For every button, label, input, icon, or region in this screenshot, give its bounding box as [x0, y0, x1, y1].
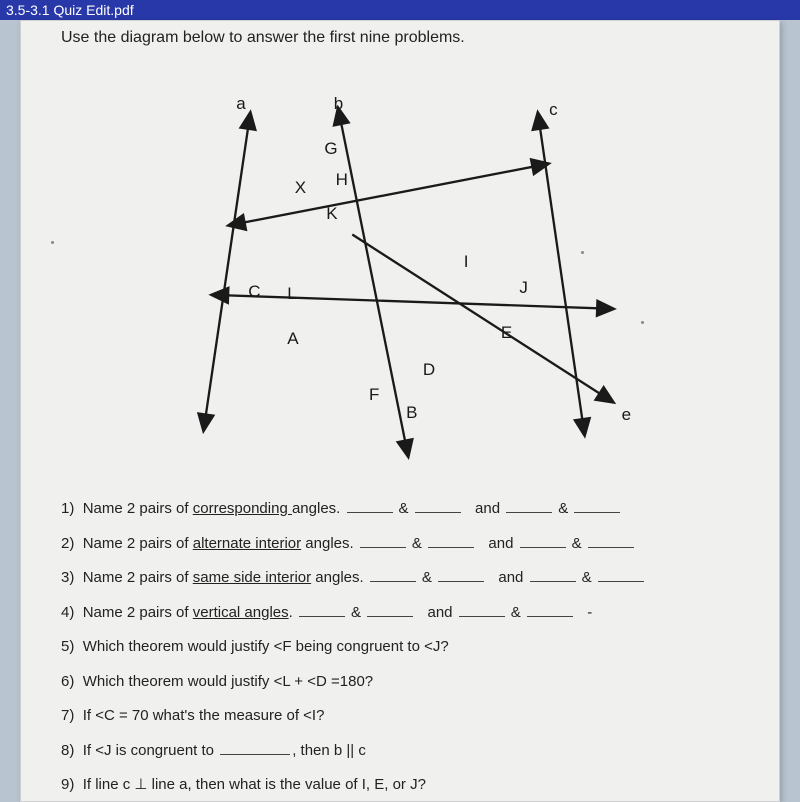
diagram-label-J: J: [519, 278, 528, 298]
geometry-diagram: a b c e GX HK C L A I J E D F B: [148, 57, 668, 477]
q-after: angles.: [301, 535, 354, 552]
diagram-label-G: G: [324, 139, 337, 159]
question-1: 1) Name 2 pairs of corresponding angles.…: [61, 495, 755, 524]
answer-blank[interactable]: [588, 534, 634, 548]
q-term: corresponding: [193, 500, 292, 517]
diagram-line-mid: [213, 295, 612, 309]
q-text: Name 2 pairs of: [83, 535, 193, 552]
diagram-line-a: [204, 114, 250, 430]
window-title: 3.5-3.1 Quiz Edit.pdf: [0, 0, 800, 20]
q-num: 5): [61, 638, 74, 655]
and-text: and: [475, 500, 500, 517]
answer-blank[interactable]: [574, 499, 620, 513]
answer-blank[interactable]: [360, 534, 406, 548]
q-after: angles.: [311, 569, 364, 586]
q-term: alternate interior: [193, 535, 301, 552]
answer-blank[interactable]: [220, 741, 290, 755]
question-6: 6) Which theorem would justify <L + <D =…: [61, 668, 755, 697]
q-text: Name 2 pairs of: [83, 500, 193, 517]
and-text: and: [428, 604, 453, 621]
diagram-label-L: L: [287, 284, 296, 304]
q-num: 7): [61, 707, 74, 724]
answer-blank[interactable]: [527, 603, 573, 617]
q-text: If <J is congruent to: [83, 742, 219, 759]
diagram-line-c: [538, 114, 584, 434]
diagram-label-E: E: [501, 323, 512, 343]
q-num: 3): [61, 569, 74, 586]
q-num: 9): [61, 776, 74, 793]
q-num: 1): [61, 500, 74, 517]
answer-blank[interactable]: [367, 603, 413, 617]
diagram-label-b: b: [334, 94, 343, 114]
and-text: and: [498, 569, 523, 586]
q-num: 8): [61, 742, 74, 759]
q-text: Name 2 pairs of: [83, 569, 193, 586]
q-text: Which theorem would justify <L + <D =180…: [83, 673, 373, 690]
question-7: 7) If <C = 70 what's the measure of <I?: [61, 702, 755, 731]
diagram-label-K: K: [326, 204, 337, 224]
instruction-text: Use the diagram below to answer the firs…: [61, 29, 755, 47]
q-num: 4): [61, 604, 74, 621]
answer-blank[interactable]: [598, 568, 644, 582]
and-text: and: [488, 535, 513, 552]
diagram-label-D: D: [423, 360, 435, 380]
answer-blank[interactable]: [438, 568, 484, 582]
answer-blank[interactable]: [520, 534, 566, 548]
diagram-label-I: I: [464, 252, 469, 272]
q-after: .: [289, 604, 293, 621]
ampersand: &: [422, 569, 432, 586]
question-2: 2) Name 2 pairs of alternate interior an…: [61, 530, 755, 559]
answer-blank[interactable]: [428, 534, 474, 548]
question-9: 9) If line c ⊥ line a, then what is the …: [61, 771, 755, 800]
diagram-label-C: C: [248, 282, 260, 302]
ampersand: &: [399, 500, 409, 517]
ampersand: &: [558, 500, 568, 517]
question-5: 5) Which theorem would justify <F being …: [61, 633, 755, 662]
q-num: 6): [61, 673, 74, 690]
diagram-label-F: F: [369, 385, 379, 405]
q-term: vertical angles: [193, 604, 289, 621]
q-text: If line c ⊥ line a, then what is the val…: [83, 776, 426, 793]
diagram-label-A: A: [287, 329, 298, 349]
diagram-label-e: e: [622, 405, 631, 425]
answer-blank[interactable]: [370, 568, 416, 582]
ampersand: &: [511, 604, 521, 621]
ampersand: &: [582, 569, 592, 586]
ampersand: &: [412, 535, 422, 552]
question-list: 1) Name 2 pairs of corresponding angles.…: [61, 495, 755, 800]
ampersand: &: [351, 604, 361, 621]
diagram-label-B: B: [406, 403, 417, 423]
diagram-line-top: [230, 164, 548, 225]
answer-blank[interactable]: [347, 499, 393, 513]
diagram-label-c: c: [549, 100, 558, 120]
question-8: 8) If <J is congruent to , then b || c: [61, 737, 755, 766]
answer-blank[interactable]: [459, 603, 505, 617]
answer-blank[interactable]: [299, 603, 345, 617]
q-text: , then b || c: [292, 742, 366, 759]
ampersand: &: [572, 535, 582, 552]
q-after: angles.: [292, 500, 340, 517]
answer-blank[interactable]: [506, 499, 552, 513]
q-term: same side interior: [193, 569, 311, 586]
document-page: Use the diagram below to answer the firs…: [20, 20, 780, 802]
answer-blank[interactable]: [415, 499, 461, 513]
question-3: 3) Name 2 pairs of same side interior an…: [61, 564, 755, 593]
diagram-label-a: a: [236, 94, 245, 114]
question-4: 4) Name 2 pairs of vertical angles. & an…: [61, 599, 755, 628]
q-num: 2): [61, 535, 74, 552]
answer-blank[interactable]: [530, 568, 576, 582]
diagram-label-H: H: [336, 170, 348, 190]
q-text: If <C = 70 what's the measure of <I?: [83, 707, 325, 724]
diagram-label-X: X: [295, 178, 306, 198]
q-text: Name 2 pairs of: [83, 604, 193, 621]
q-text: Which theorem would justify <F being con…: [83, 638, 449, 655]
